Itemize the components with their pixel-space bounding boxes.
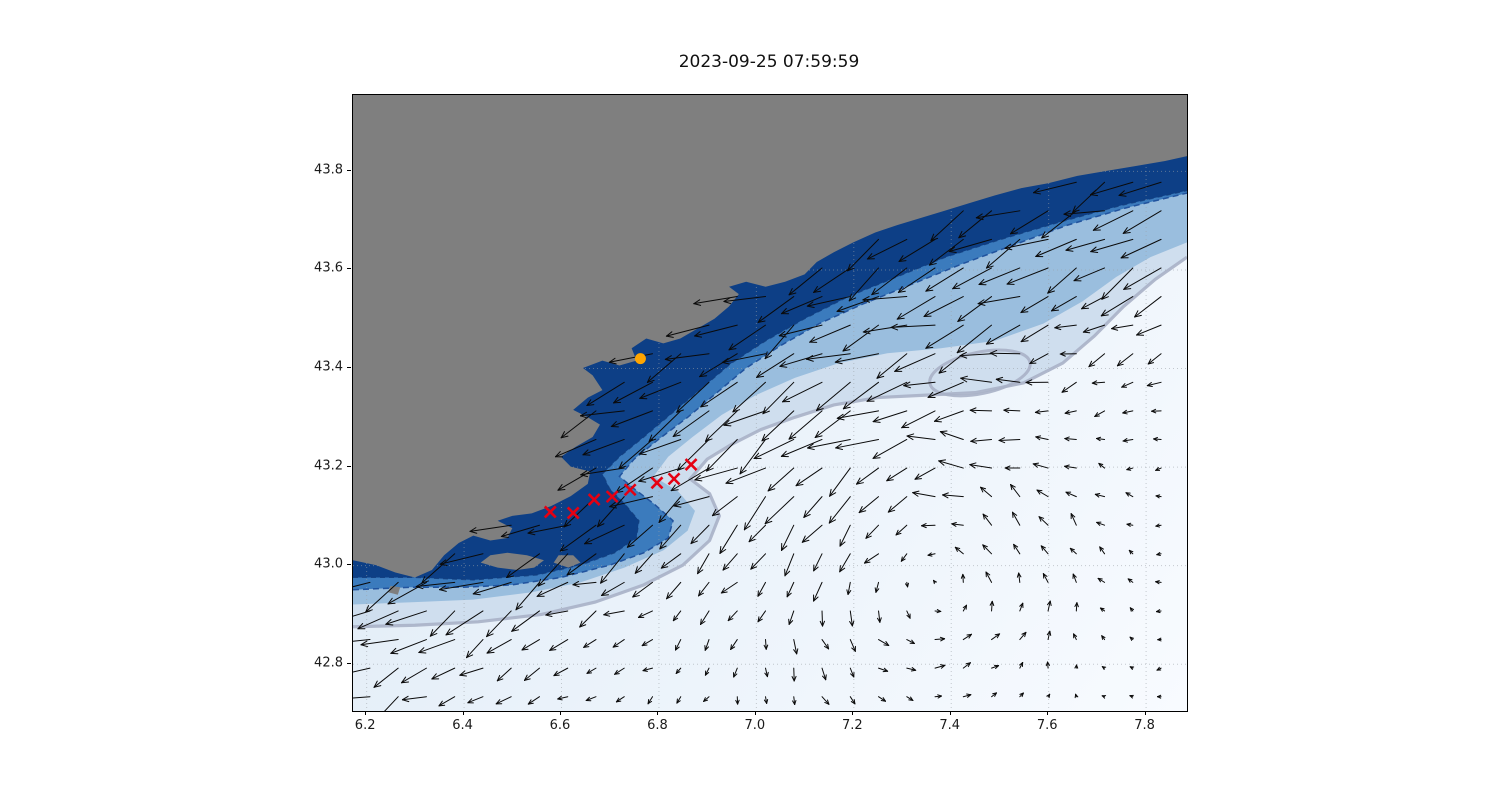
x-tick-mark [365,711,367,715]
y-tick-mark [347,465,351,467]
x-tick-mark [560,711,561,715]
x-tick-label: 6.6 [549,718,571,733]
plot-title: 2023-09-25 07:59:59 [678,52,860,72]
x-tick-label: 7.6 [1036,718,1058,733]
y-tick-mark [347,367,351,368]
x-tick-label: 7.8 [1134,718,1155,733]
y-tick-label: 43.4 [314,359,343,375]
x-tick-label: 7.4 [939,718,961,733]
y-tick-label: 43.8 [314,162,343,178]
x-tick-label: 7.0 [744,718,766,733]
y-tick-mark [347,564,351,566]
x-tick-mark [754,711,756,715]
x-tick-mark [1047,711,1049,715]
y-tick-mark [347,268,351,270]
plot-area [352,94,1188,712]
y-tick-label: 43.0 [314,556,343,572]
x-tick-mark [462,711,464,715]
x-tick-label: 6.4 [452,718,473,733]
y-tick-mark [347,662,351,664]
x-tick-mark [1144,711,1146,715]
x-tick-mark [852,711,854,715]
y-tick-label: 42.8 [314,655,343,671]
y-tick-label: 43.2 [314,458,343,474]
x-tick-label: 6.2 [354,718,376,733]
map-canvas [353,95,1187,711]
x-tick-label: 7.2 [841,718,863,733]
y-tick-mark [347,169,351,171]
x-tick-mark [949,711,951,715]
x-tick-mark [657,711,659,715]
x-tick-label: 6.8 [647,718,668,733]
y-tick-label: 43.6 [314,260,343,276]
